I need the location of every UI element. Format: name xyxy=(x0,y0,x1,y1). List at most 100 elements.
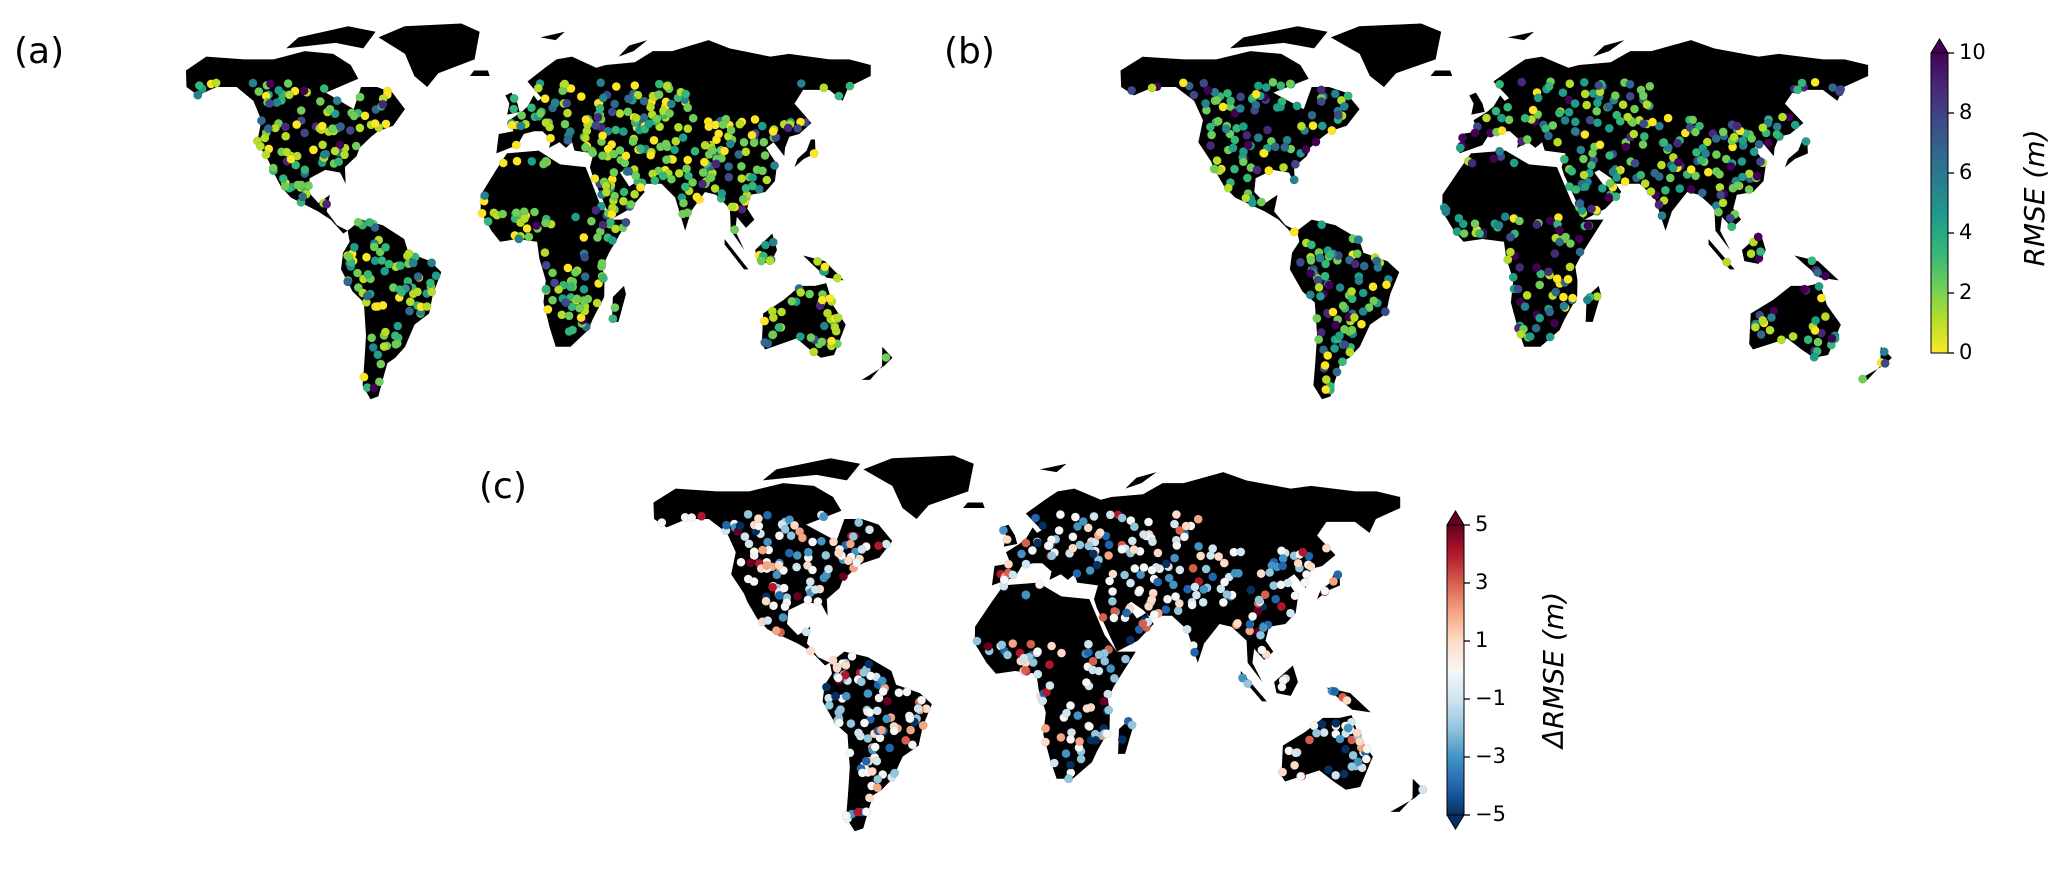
station-dot xyxy=(1352,249,1362,259)
station-dot xyxy=(431,271,441,281)
station-dot xyxy=(1777,112,1788,122)
station-dot xyxy=(1797,78,1807,88)
station-dot xyxy=(1718,198,1728,208)
station-dot xyxy=(1570,126,1580,136)
station-dot xyxy=(1597,183,1607,193)
station-dot xyxy=(1292,101,1302,111)
station-dot xyxy=(1495,79,1505,89)
station-dot xyxy=(867,766,877,776)
station-dot xyxy=(1568,293,1578,303)
station-dot xyxy=(1316,97,1326,107)
station-dot xyxy=(1625,79,1635,89)
station-dot xyxy=(1083,647,1093,658)
colorbar-extend xyxy=(1930,38,1949,54)
station-dot xyxy=(1311,728,1322,738)
station-dot xyxy=(1746,249,1756,259)
station-dot xyxy=(796,78,806,89)
station-dot xyxy=(1458,133,1468,143)
station-dot xyxy=(1758,315,1768,325)
station-dot xyxy=(700,140,710,150)
station-dot xyxy=(760,337,770,347)
station-dot xyxy=(332,96,342,106)
station-dot xyxy=(1347,762,1357,772)
station-dot xyxy=(1265,567,1275,578)
station-dot xyxy=(1716,190,1726,200)
station-dot xyxy=(872,783,882,793)
station-dot xyxy=(1164,573,1174,583)
station-dot xyxy=(1168,580,1178,590)
station-dot xyxy=(1188,563,1198,573)
station-dot xyxy=(1459,228,1469,239)
station-dot xyxy=(299,86,309,96)
station-dot xyxy=(1638,91,1648,101)
station-dot xyxy=(997,640,1007,650)
station-dot xyxy=(848,531,858,542)
station-dot xyxy=(1558,88,1568,98)
station-dot xyxy=(1550,249,1560,259)
station-dot xyxy=(362,291,372,301)
station-dot xyxy=(831,691,841,701)
station-dot xyxy=(918,720,928,730)
station-dot xyxy=(1117,513,1127,523)
station-dot xyxy=(741,183,751,193)
station-dot xyxy=(377,255,387,266)
station-dot xyxy=(1522,290,1532,300)
station-dot xyxy=(812,256,823,266)
station-dot xyxy=(1312,313,1322,323)
station-dot xyxy=(639,96,649,106)
station-dot xyxy=(845,81,855,91)
station-dot xyxy=(1528,105,1538,115)
station-dot xyxy=(380,266,390,276)
station-dot xyxy=(833,313,843,323)
station-dot xyxy=(1665,173,1675,183)
station-dot xyxy=(1108,586,1118,597)
station-dot xyxy=(736,557,746,567)
station-dot xyxy=(1543,267,1554,277)
station-dot xyxy=(283,78,293,89)
tick-label: 10 xyxy=(1959,40,1986,64)
station-dot xyxy=(562,108,573,118)
station-dot xyxy=(1261,82,1271,92)
station-dot xyxy=(343,277,353,287)
station-dot xyxy=(830,322,840,332)
station-dot xyxy=(1259,148,1269,158)
station-dot xyxy=(533,83,543,93)
station-dot xyxy=(1315,253,1325,263)
station-dot xyxy=(1820,312,1830,322)
station-dot xyxy=(795,332,805,342)
station-dot xyxy=(1668,163,1678,173)
station-dot xyxy=(1172,540,1182,550)
land xyxy=(1125,472,1157,489)
station-dot xyxy=(1143,517,1154,527)
station-dot xyxy=(768,601,779,611)
station-dot xyxy=(327,124,338,134)
station-dot xyxy=(1290,159,1300,169)
station-dot xyxy=(1630,158,1640,168)
station-dot xyxy=(390,331,400,341)
station-dot xyxy=(588,148,598,158)
station-dot xyxy=(1335,282,1345,293)
station-dot xyxy=(1171,509,1181,520)
station-dot xyxy=(645,102,656,112)
station-dot xyxy=(1323,765,1334,775)
station-dot xyxy=(1628,117,1638,128)
station-dot xyxy=(835,705,846,715)
station-dot xyxy=(548,295,558,305)
station-dot xyxy=(579,284,589,294)
station-dot xyxy=(1750,322,1760,332)
station-dot xyxy=(381,119,391,129)
land xyxy=(863,455,974,520)
station-dot xyxy=(682,164,692,174)
station-dot xyxy=(1040,737,1051,747)
station-dot xyxy=(780,602,790,612)
station-dot xyxy=(621,151,631,161)
station-dot xyxy=(1646,187,1656,197)
station-dot xyxy=(714,129,724,139)
station-dot xyxy=(786,531,796,541)
station-dot xyxy=(1575,199,1585,209)
station-dot xyxy=(610,99,620,109)
station-dot xyxy=(413,272,423,282)
station-dot xyxy=(1045,681,1055,691)
station-dot xyxy=(1725,213,1735,223)
